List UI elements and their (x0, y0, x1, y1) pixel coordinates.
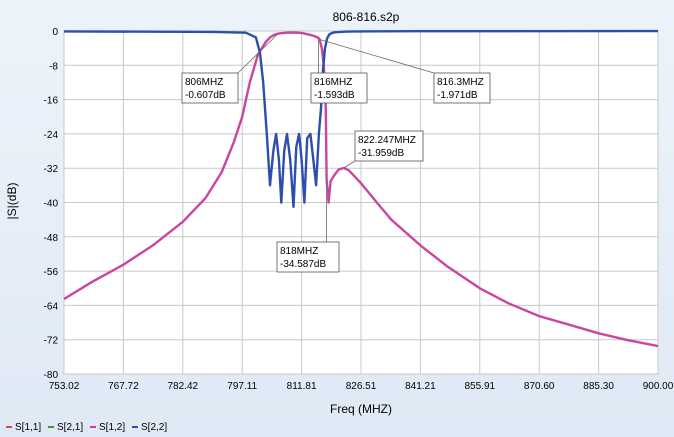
legend: S[1,1] S[2,1] S[1,2] S[2,2] (6, 422, 167, 433)
annotation-box (433, 72, 491, 104)
y-tick-label: -40 (44, 199, 59, 210)
annotation-box (276, 241, 340, 273)
x-tick-label: 900.00 (643, 381, 674, 392)
y-tick-label: -48 (44, 233, 59, 244)
annotation-text: -31.959dB (358, 148, 404, 159)
annotation-text: -1.593dB (314, 90, 355, 101)
annotation-box (181, 72, 239, 104)
series-group (63, 29, 659, 348)
x-tick-label: 826.51 (346, 381, 377, 392)
tick-labels: 753.02 767.72 782.42 797.11 811.81 826.51 841.… (44, 27, 674, 392)
x-tick-label: 782.42 (168, 381, 199, 392)
y-tick-label: -8 (49, 61, 58, 72)
annotation-text: 822.247MHZ (358, 135, 416, 146)
x-axis-title: Freq (MHZ) (330, 402, 392, 416)
y-axis-title: |S|(dB) (5, 183, 19, 220)
annotation-text: -0.607dB (185, 90, 226, 101)
annotation-box (354, 130, 424, 162)
x-tick-label: 885.30 (583, 381, 614, 392)
x-tick-label: 797.11 (227, 381, 257, 392)
x-tick-label: 767.72 (108, 381, 139, 392)
y-tick-label: -80 (44, 370, 59, 381)
y-tick-label: -16 (44, 96, 59, 107)
y-tick-label: -32 (44, 164, 59, 175)
y-tick-label: -64 (44, 301, 59, 312)
y-tick-label: -24 (44, 130, 59, 141)
x-tick-label: 855.91 (465, 381, 496, 392)
x-tick-label: 870.60 (524, 381, 555, 392)
annotation-text: 816.3MHZ (437, 77, 484, 88)
x-tick-label: 811.81 (287, 381, 317, 392)
legend-label: S[1,2] (99, 422, 125, 433)
annotation-text: -1.971dB (437, 90, 478, 101)
annotation-leader (237, 33, 279, 74)
annotations: 806MHZ -0.607dB 816MHZ -1.593dB 816.3MHZ -1.9… (181, 33, 491, 273)
x-tick-label: 841.21 (405, 381, 436, 392)
series-line-s12 (63, 31, 659, 348)
legend-label: S[1,1] (15, 422, 41, 433)
x-tick-label: 753.02 (49, 381, 80, 392)
legend-label: S[2,2] (141, 422, 167, 433)
series-line-s22 (63, 29, 659, 208)
annotation-text: 816MHZ (314, 77, 352, 88)
annotation-box (310, 72, 368, 104)
y-tick-label: -72 (44, 336, 59, 347)
grid (63, 30, 659, 375)
annotation-text: -34.587dB (280, 259, 326, 270)
annotation-leader (319, 39, 435, 74)
annotation-text: 806MHZ (185, 77, 223, 88)
y-tick-label: -56 (44, 267, 59, 278)
chart-title: 806-816.s2p (333, 10, 400, 24)
legend-label: S[2,1] (57, 422, 83, 433)
y-tick-label: 0 (52, 27, 58, 38)
annotation-text: 818MHZ (280, 246, 318, 257)
annotation-leader (343, 160, 356, 169)
